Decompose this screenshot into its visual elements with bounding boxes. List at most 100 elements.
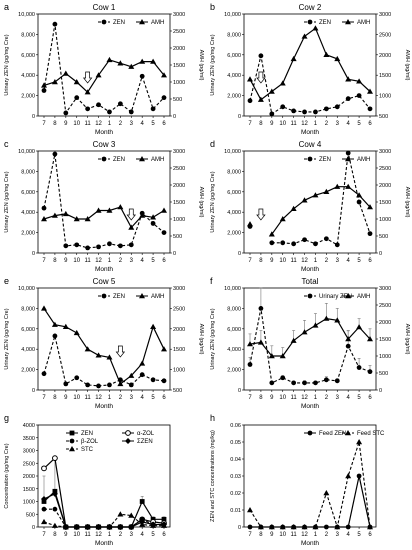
x-tick-label: 8 <box>259 395 263 401</box>
data-point <box>291 108 297 114</box>
legend-label: ZEN <box>113 157 125 163</box>
data-point <box>334 55 341 62</box>
y-tick-label-right: 3000 <box>379 149 391 155</box>
x-tick-label: 1 <box>314 258 318 264</box>
data-point <box>345 150 351 156</box>
data-point <box>247 507 253 513</box>
y-tick-label-right: 500 <box>173 97 182 103</box>
data-point <box>74 95 80 101</box>
y-tick-label: 8,000 <box>21 306 35 312</box>
x-tick-label: 6 <box>162 395 166 401</box>
y-axis-label-left: Urinary ZEN (pg/mg Cre) <box>210 308 216 369</box>
data-point <box>290 205 297 211</box>
y-tick-label: 10,000 <box>224 286 241 292</box>
y-tick-label-right: 1500 <box>379 200 391 206</box>
data-point <box>107 109 112 115</box>
y-tick-label-right: 2500 <box>379 32 391 38</box>
y-tick-label: 10,000 <box>224 149 241 155</box>
y-tick-label: 8,000 <box>227 306 241 312</box>
y-tick-label: 2,000 <box>227 94 241 100</box>
data-point <box>52 333 58 339</box>
x-tick-label: 10 <box>73 258 80 264</box>
legend-label: ZEN <box>113 20 125 26</box>
y-tick-label-right: 1000 <box>379 217 391 223</box>
data-point <box>128 63 135 69</box>
data-point <box>323 377 329 383</box>
data-point <box>69 446 75 452</box>
x-tick-label: 7 <box>42 395 46 401</box>
y-tick-label: 6,000 <box>227 327 241 333</box>
x-tick-label: 12 <box>95 121 102 127</box>
data-point <box>313 109 318 115</box>
data-point <box>345 336 352 342</box>
x-tick-label: 10 <box>279 532 286 538</box>
data-point <box>74 242 80 248</box>
x-tick-label: 5 <box>151 121 155 127</box>
x-tick-label: 1 <box>314 395 318 401</box>
data-point <box>52 455 58 462</box>
y-tick-label: 8,000 <box>227 32 241 38</box>
x-tick-label: 6 <box>162 258 166 264</box>
x-tick-label: 8 <box>53 258 57 264</box>
y-axis-label-left: Urinary ZEN (pg/mg Cre) <box>4 308 10 369</box>
y-tick-label-right: 0 <box>379 251 382 257</box>
legend-label: ΣZEN <box>137 439 153 445</box>
data-point <box>367 88 373 94</box>
data-point <box>247 524 253 530</box>
y-tick-label: 2,000 <box>21 231 35 237</box>
x-tick-label: 11 <box>85 121 92 127</box>
chart-title: Total <box>302 277 319 286</box>
chart-title: Cow 4 <box>299 140 322 149</box>
panel-letter: c <box>4 139 9 149</box>
data-point <box>52 21 58 27</box>
y-axis-label-right: AMH (pg/ml) <box>198 187 204 218</box>
data-point <box>139 360 146 366</box>
data-point <box>356 324 363 330</box>
data-point <box>96 383 101 389</box>
panel-letter: h <box>210 413 215 423</box>
series-line <box>250 475 371 528</box>
x-tick-label: 3 <box>130 532 134 538</box>
data-point <box>139 372 145 378</box>
data-point <box>106 56 113 63</box>
y-axis-label-left: Urinary ZEN (pg/mg Cre) <box>4 34 10 95</box>
x-tick-label: 4 <box>141 532 145 538</box>
data-point <box>367 204 373 210</box>
data-point <box>257 96 264 102</box>
data-point <box>62 210 69 217</box>
data-point <box>307 156 313 162</box>
legend-label: ZEN <box>319 157 331 163</box>
data-point <box>307 293 313 299</box>
y-tick-label: 0 <box>238 251 241 257</box>
data-point <box>323 106 329 112</box>
data-point <box>41 518 47 525</box>
x-tick-label: 10 <box>73 121 80 127</box>
data-point <box>312 192 319 198</box>
data-point <box>51 321 58 327</box>
y-tick-label-right: 2500 <box>173 166 185 172</box>
data-point <box>117 204 124 210</box>
data-point <box>117 243 123 249</box>
y-tick-label: 0 <box>32 388 35 394</box>
x-tick-label: 8 <box>53 121 57 127</box>
x-tick-label: 11 <box>291 532 298 538</box>
data-point <box>74 375 80 381</box>
series-line <box>43 492 164 528</box>
data-point <box>301 33 308 39</box>
x-tick-label: 4 <box>347 395 351 401</box>
plot-frame <box>243 13 377 117</box>
data-point <box>41 465 47 472</box>
x-tick-label: 4 <box>347 121 351 127</box>
y-tick-label: 0 <box>32 114 35 120</box>
y-tick-label: 500 <box>26 512 35 518</box>
panel-letter: g <box>4 413 9 423</box>
y-tick-label: 4,000 <box>21 210 35 216</box>
data-point <box>62 323 69 329</box>
x-tick-label: 5 <box>151 395 155 401</box>
y-tick-label-right: 2000 <box>173 46 185 52</box>
data-point <box>73 79 80 85</box>
y-tick-label: 2000 <box>23 474 35 480</box>
legend-label: Feed ZEN <box>319 431 346 437</box>
data-point <box>345 343 351 349</box>
data-point <box>269 380 275 386</box>
